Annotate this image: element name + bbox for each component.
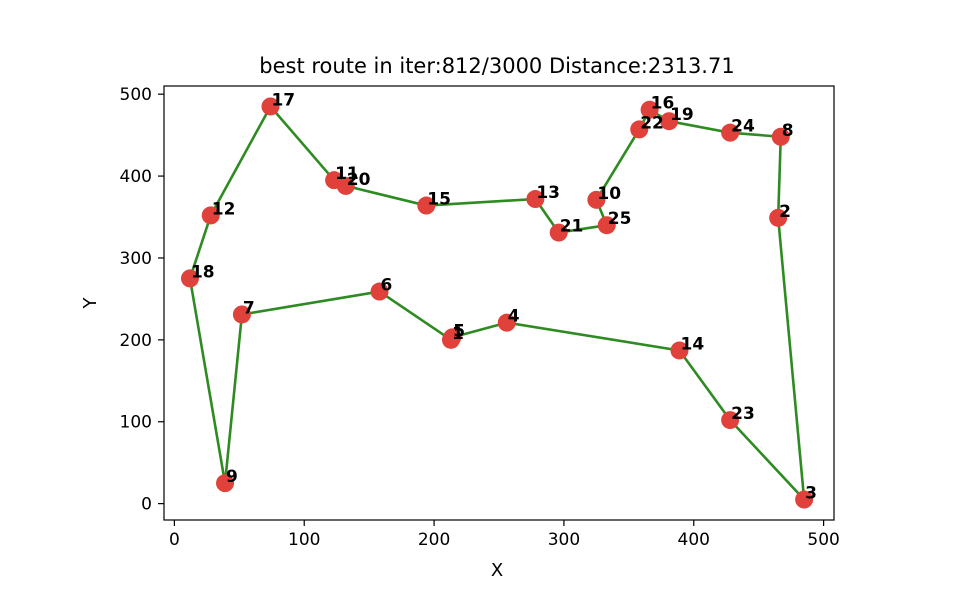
city-label-19: 19 — [670, 105, 694, 125]
city-point-12 — [201, 206, 220, 225]
city-label-4: 4 — [508, 307, 520, 327]
city-label-10: 10 — [597, 184, 621, 204]
route-segment-17-11 — [269, 105, 336, 182]
x-tick-label: 100 — [288, 530, 320, 550]
city-label-8: 8 — [782, 121, 794, 141]
route-segment-4-5 — [450, 321, 509, 339]
city-point-25 — [597, 216, 616, 235]
city-label-21: 21 — [560, 217, 584, 237]
route-segment-14-4 — [505, 321, 681, 352]
city-point-7 — [232, 305, 251, 324]
city-label-13: 13 — [536, 183, 560, 203]
route-segment-2-3 — [776, 216, 806, 501]
city-point-5 — [443, 328, 462, 347]
city-point-24 — [721, 123, 740, 142]
city-point-6 — [370, 282, 389, 301]
route-segment-23-14 — [678, 349, 732, 422]
chart-title: best route in iter:812/3000 Distance:231… — [259, 54, 734, 78]
city-point-17 — [261, 97, 280, 116]
city-label-9: 9 — [226, 467, 238, 487]
plot-frame — [163, 85, 835, 521]
city-point-16 — [640, 100, 659, 119]
route-segment-6-7 — [240, 290, 381, 316]
city-label-1: 1 — [452, 324, 464, 344]
x-tick-label: 400 — [678, 530, 710, 550]
x-tick-label: 0 — [169, 530, 180, 550]
city-label-12: 12 — [212, 199, 236, 219]
route-segment-3-23 — [728, 418, 806, 501]
route-segment-10-22 — [595, 128, 641, 202]
y-tick-label: 0 — [141, 495, 152, 515]
x-tick-label: 300 — [548, 530, 580, 550]
y-tick-label: 100 — [120, 413, 152, 433]
city-point-14 — [670, 341, 689, 360]
city-label-22: 22 — [640, 113, 664, 133]
city-point-15 — [417, 196, 436, 215]
city-point-3 — [795, 490, 814, 509]
city-label-14: 14 — [680, 334, 704, 354]
city-point-9 — [216, 474, 235, 493]
city-point-20 — [336, 176, 355, 195]
city-label-6: 6 — [381, 276, 393, 296]
route-segment-12-17 — [209, 105, 272, 217]
route-segment-19-24 — [667, 119, 732, 134]
y-axis-ticks: 0 100 200 300 400 500 — [120, 85, 164, 515]
city-point-10 — [587, 190, 606, 209]
route-segment-8-2 — [776, 135, 783, 220]
city-label-2: 2 — [779, 202, 791, 222]
route-lines — [188, 105, 806, 501]
city-point-4 — [497, 313, 516, 332]
city-label-24: 24 — [731, 117, 755, 137]
city-label-16: 16 — [651, 94, 675, 114]
route-segment-7-9 — [223, 313, 244, 485]
y-tick-label: 300 — [120, 249, 152, 269]
city-label-3: 3 — [805, 484, 817, 504]
city-point-22 — [630, 120, 649, 139]
city-point-13 — [526, 190, 545, 209]
city-label-5: 5 — [453, 321, 465, 341]
city-label-25: 25 — [608, 209, 632, 229]
city-label-15: 15 — [427, 190, 451, 210]
y-tick-label: 200 — [120, 331, 152, 351]
city-points — [180, 97, 814, 509]
x-axis-label: X — [491, 560, 503, 581]
y-tick-label: 500 — [120, 85, 152, 105]
city-point-21 — [549, 223, 568, 242]
city-point-19 — [660, 112, 679, 131]
city-point-18 — [180, 269, 199, 288]
city-label-11: 11 — [335, 164, 359, 184]
route-segment-9-18 — [188, 277, 227, 485]
y-tick-label: 400 — [120, 167, 152, 187]
city-point-2 — [769, 208, 788, 227]
city-labels: 1234567891011121314151617181920212223242… — [191, 90, 817, 503]
x-axis-ticks: 0 100 200 300 400 500 — [169, 520, 840, 550]
y-axis-label: Y — [80, 297, 101, 310]
x-tick-label: 500 — [807, 530, 839, 550]
route-segment-20-15 — [344, 184, 428, 207]
city-label-17: 17 — [271, 90, 295, 110]
city-point-23 — [721, 411, 740, 430]
route-segment-1-6 — [378, 290, 453, 342]
city-point-8 — [771, 127, 790, 146]
city-label-20: 20 — [347, 170, 371, 190]
city-label-7: 7 — [243, 298, 255, 318]
route-segment-18-12 — [188, 214, 213, 280]
x-tick-label: 200 — [418, 530, 450, 550]
city-label-18: 18 — [191, 262, 215, 282]
route-segment-15-13 — [424, 197, 537, 207]
city-label-23: 23 — [731, 404, 755, 424]
